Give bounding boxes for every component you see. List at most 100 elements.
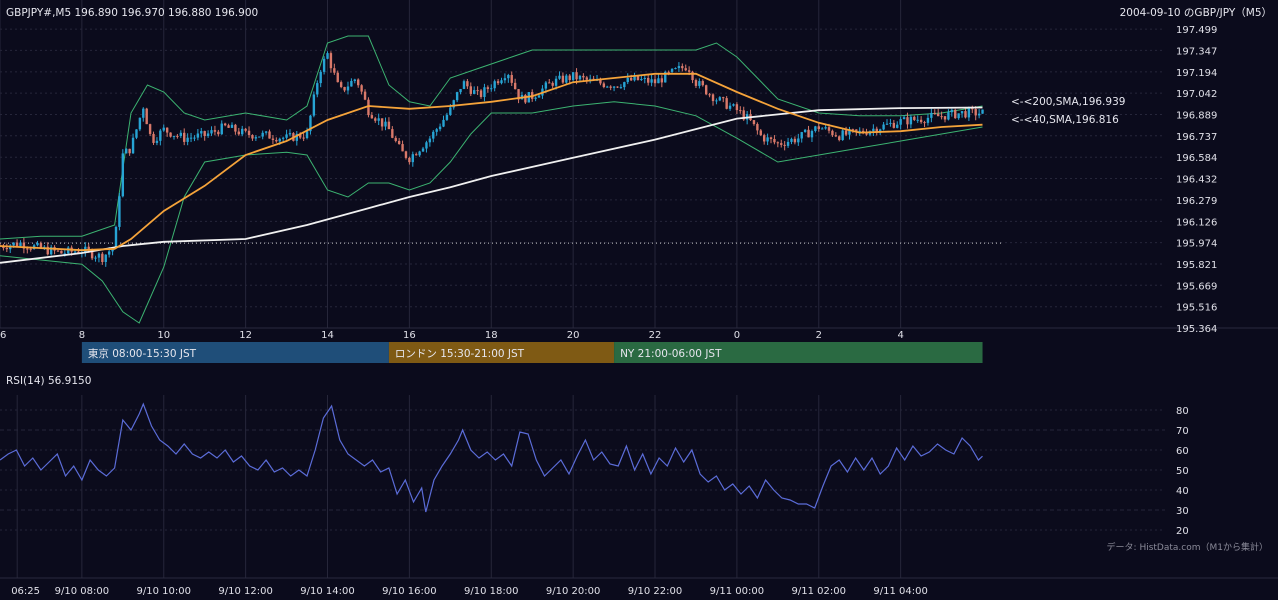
candle-down — [667, 71, 670, 73]
candle-up — [797, 138, 800, 143]
candle-up — [455, 92, 459, 101]
candle-down — [971, 108, 974, 110]
candle-up — [947, 112, 950, 120]
candle-up — [872, 128, 875, 132]
candle-up — [612, 86, 616, 88]
candle-up — [142, 108, 145, 118]
candle-up — [258, 136, 261, 138]
candle-down — [56, 250, 60, 252]
candle-down — [5, 248, 9, 250]
candle-up — [664, 71, 667, 83]
rsi-time-tick-label: 9/11 04:00 — [873, 586, 927, 597]
candle-up — [677, 66, 681, 69]
sma200-label: <-<200,SMA,196.939 — [1011, 96, 1125, 108]
candle-down — [404, 151, 408, 158]
price-tick-label: 196.126 — [1176, 217, 1217, 228]
candle-down — [415, 154, 418, 156]
price-tick-label: 195.821 — [1176, 260, 1217, 271]
candle-up — [657, 78, 660, 84]
candle-up — [377, 118, 380, 121]
candle-down — [479, 90, 483, 97]
candle-down — [919, 119, 923, 123]
candle-up — [606, 86, 609, 88]
candle-down — [22, 242, 26, 249]
candle-down — [831, 130, 834, 136]
candle-up — [186, 137, 189, 142]
candle-down — [213, 130, 217, 132]
candle-down — [145, 108, 148, 125]
candle-up — [790, 138, 793, 142]
rsi-time-tick-label: 9/10 12:00 — [218, 586, 272, 597]
rsi-time-tick-label: 9/10 14:00 — [300, 586, 354, 597]
candle-up — [589, 78, 592, 80]
candle-up — [981, 109, 984, 114]
rsi-time-tick-label: 9/10 10:00 — [137, 586, 191, 597]
candle-up — [462, 81, 466, 89]
candle-up — [483, 87, 486, 97]
sma40-line — [0, 72, 983, 252]
candle-down — [343, 87, 346, 91]
candle-down — [374, 118, 377, 121]
candle-down — [268, 131, 271, 139]
candle-down — [244, 128, 247, 131]
candle-up — [241, 128, 244, 135]
session-label: NY 21:00-06:00 JST — [620, 348, 722, 360]
candle-down — [681, 66, 684, 69]
candle-down — [183, 132, 186, 142]
candle-down — [722, 97, 725, 99]
candle-up — [623, 82, 626, 88]
candle-up — [626, 77, 629, 83]
candle-up — [445, 114, 449, 120]
rsi-tick-label: 40 — [1176, 486, 1189, 497]
candle-down — [827, 127, 831, 131]
candle-down — [496, 81, 500, 84]
candle-down — [333, 68, 336, 73]
candle-down — [752, 120, 756, 125]
candle-down — [844, 130, 848, 135]
candle-down — [39, 243, 43, 249]
candle-down — [694, 80, 698, 86]
candle-down — [551, 82, 554, 86]
candle-up — [824, 127, 827, 129]
candle-down — [807, 129, 810, 138]
candle-up — [633, 75, 636, 81]
candle-down — [397, 140, 401, 145]
candle-up — [619, 87, 623, 89]
price-tick-label: 195.974 — [1176, 239, 1217, 250]
candle-up — [36, 243, 39, 246]
candle-up — [421, 148, 425, 152]
candle-up — [278, 138, 281, 142]
session-bands: 東京 08:00-15:30 JST ロンドン 15:30-21:00 JST NY… — [81, 342, 983, 363]
time-tick-label: 20 — [567, 330, 580, 341]
candle-up — [425, 142, 428, 149]
candle-up — [49, 247, 53, 255]
time-tick-label: 10 — [157, 330, 170, 341]
candle-down — [380, 118, 384, 127]
data-credit: データ: HistData.com（M1から集計） — [1107, 541, 1268, 553]
candle-down — [360, 85, 363, 92]
symbol-info: GBPJPY#,M5 196.890 196.970 196.880 196.9… — [6, 7, 258, 19]
candle-up — [571, 72, 575, 80]
price-tick-label: 195.516 — [1176, 303, 1217, 314]
time-tick-label: 16 — [403, 330, 416, 341]
candle-down — [687, 70, 691, 72]
candle-up — [554, 78, 558, 86]
candle-down — [217, 131, 220, 135]
candle-down — [875, 128, 878, 133]
rsi-time-tick-label: 9/10 16:00 — [382, 586, 436, 597]
session-label: ロンドン 15:30-21:00 JST — [395, 348, 525, 360]
candle-down — [26, 248, 29, 250]
candle-down — [708, 94, 711, 96]
candle-up — [841, 130, 844, 141]
candle-down — [15, 242, 19, 247]
candle-down — [87, 246, 90, 251]
candle-up — [104, 254, 107, 262]
candle-down — [636, 75, 640, 81]
candle-up — [909, 116, 913, 125]
candle-down — [575, 72, 578, 80]
candle-down — [391, 129, 394, 138]
candle-up — [882, 124, 885, 130]
candle-down — [756, 124, 759, 131]
candle-down — [513, 82, 517, 90]
